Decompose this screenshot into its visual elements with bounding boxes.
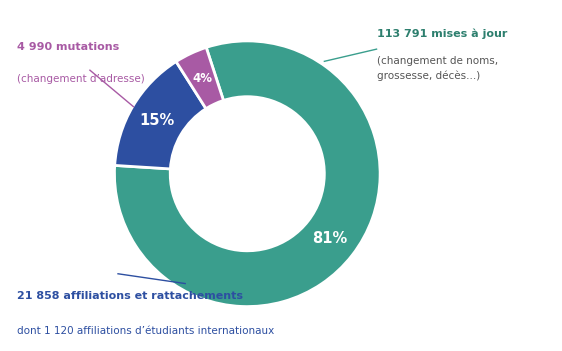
Text: 4 990 mutations: 4 990 mutations — [17, 42, 119, 52]
Text: (changement de noms,
grossesse, décès...): (changement de noms, grossesse, décès...… — [377, 56, 498, 81]
Text: 113 791 mises à jour: 113 791 mises à jour — [377, 28, 507, 39]
Wedge shape — [115, 61, 206, 169]
Text: dont 1 120 affiliations d’étudiants internationaux: dont 1 120 affiliations d’étudiants inte… — [17, 326, 274, 336]
Text: (changement d’adresse): (changement d’adresse) — [17, 74, 144, 84]
Wedge shape — [115, 41, 380, 306]
Wedge shape — [176, 47, 224, 109]
Text: 21 858 affiliations et rattachements: 21 858 affiliations et rattachements — [17, 291, 243, 301]
Text: 4%: 4% — [193, 72, 212, 85]
Text: 15%: 15% — [139, 113, 175, 128]
Text: 81%: 81% — [312, 231, 348, 246]
